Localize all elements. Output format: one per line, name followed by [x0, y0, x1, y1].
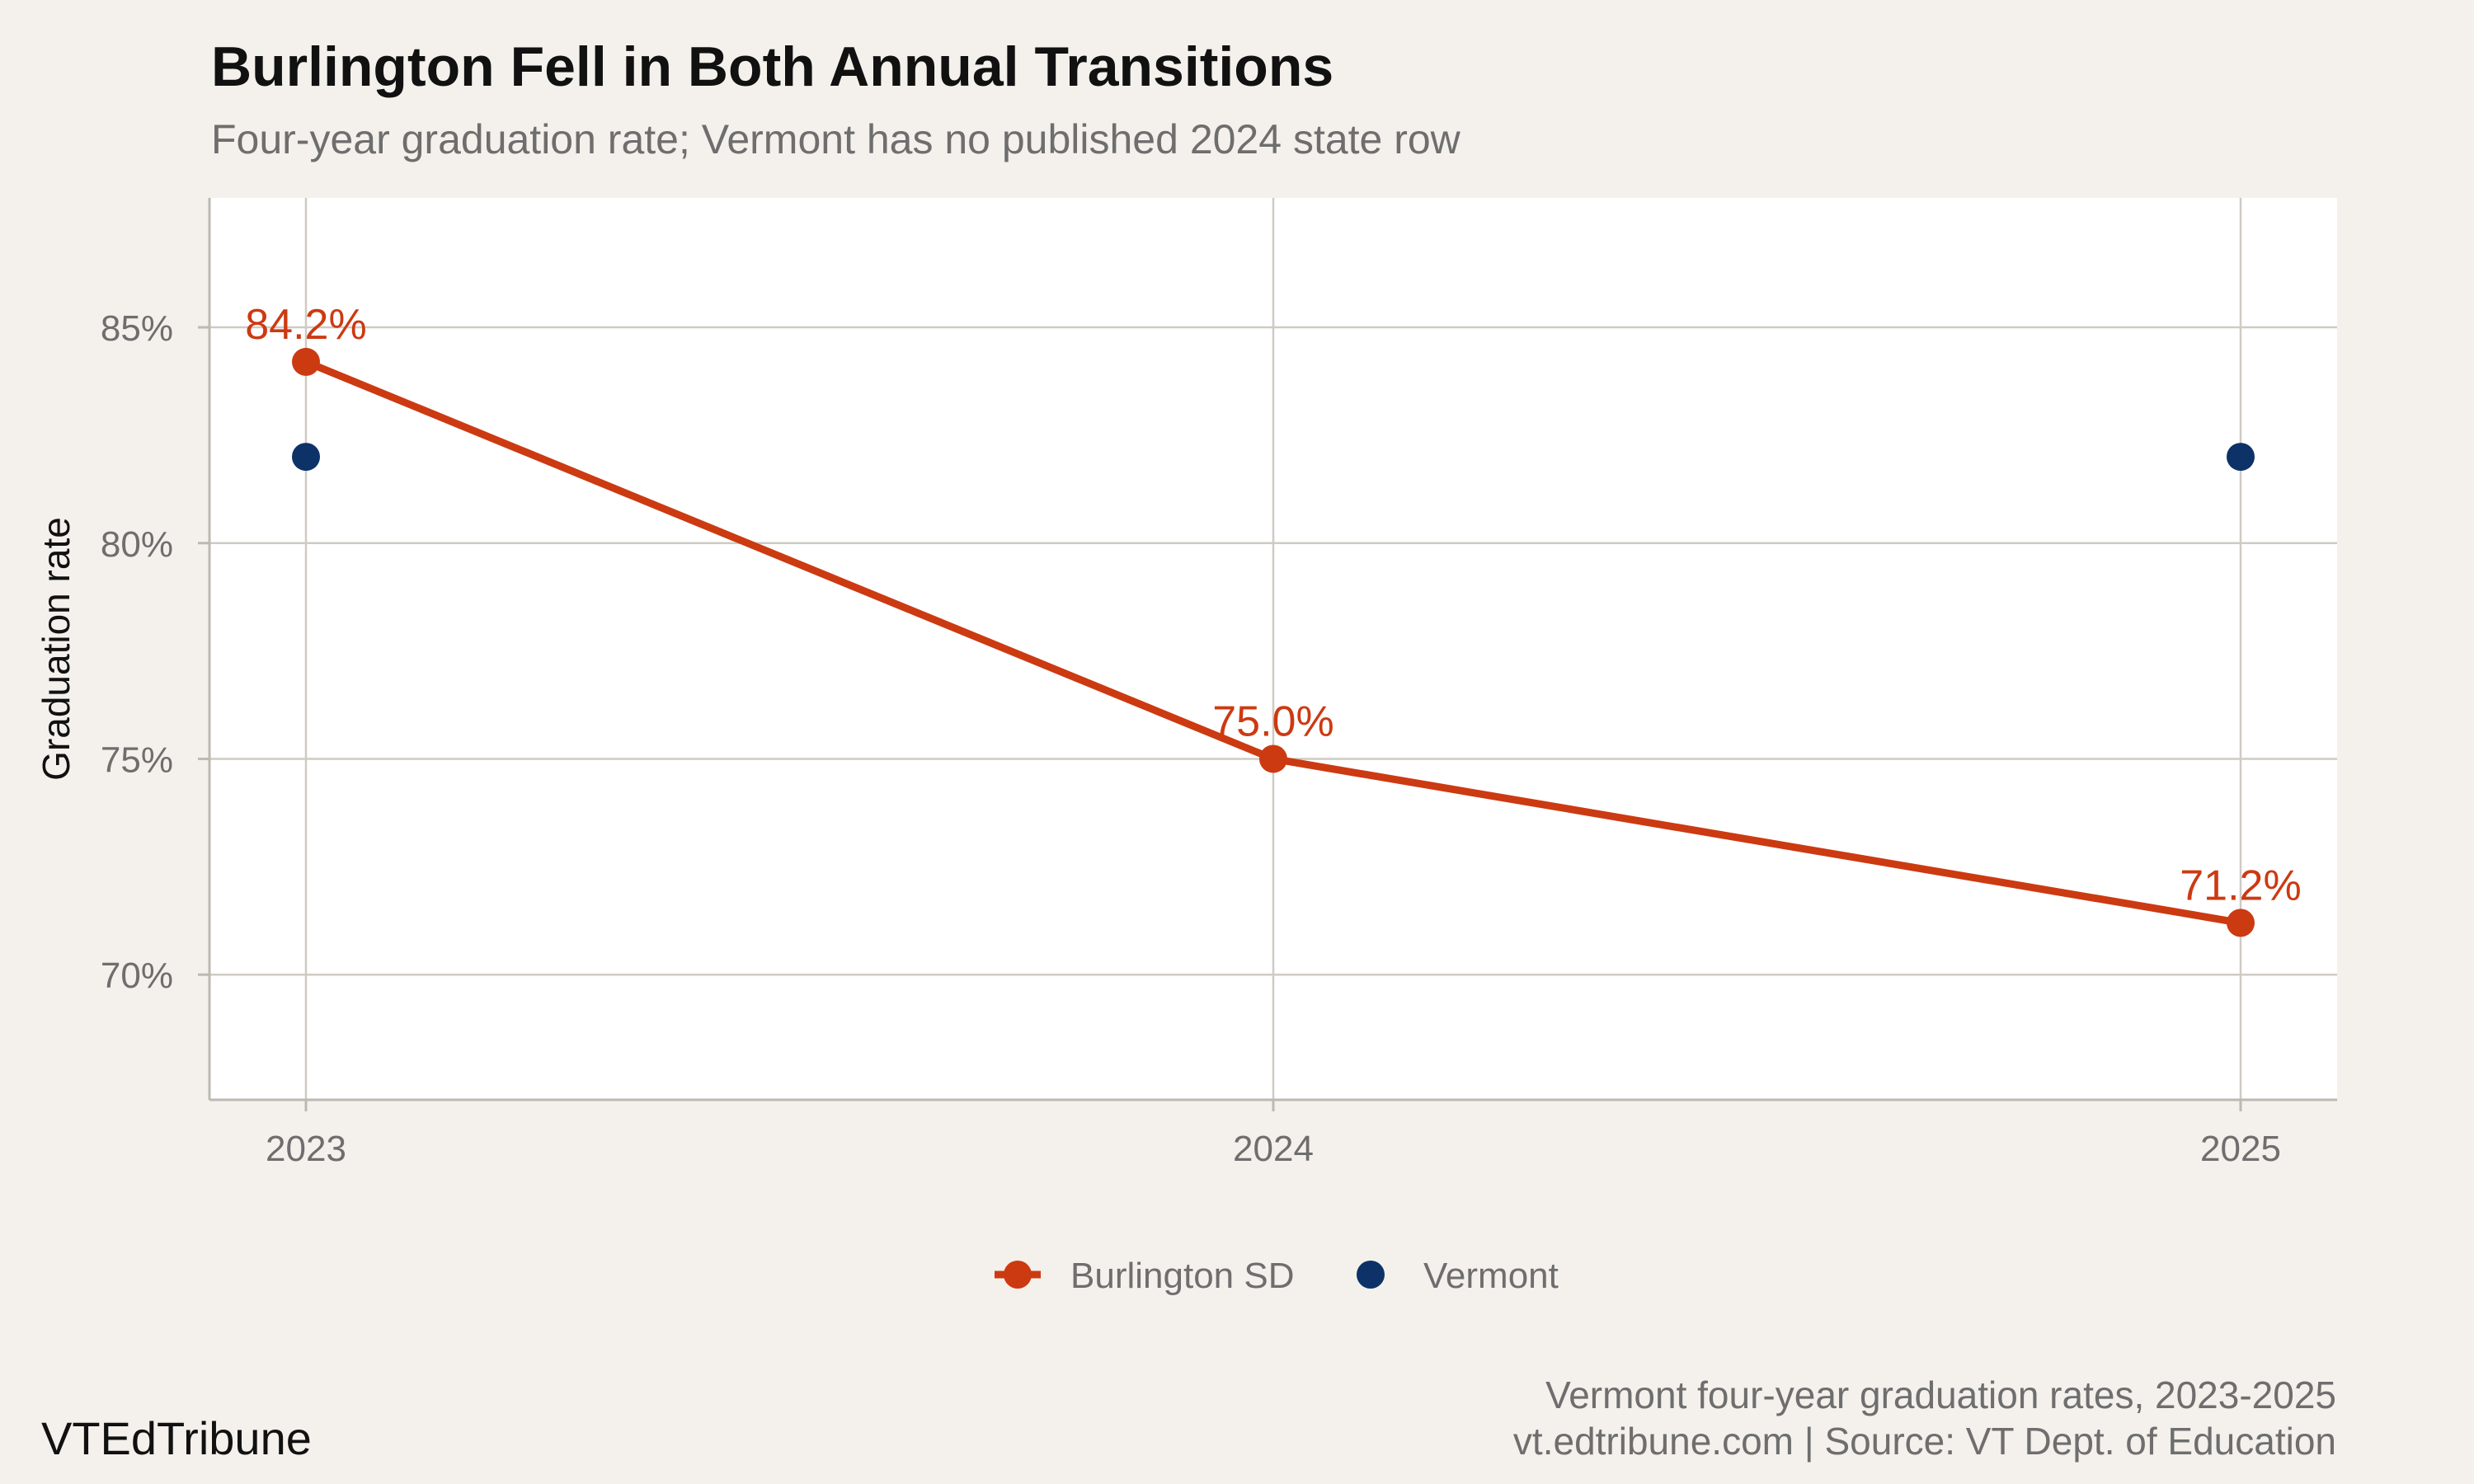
y-tick-label: 80%	[101, 524, 173, 565]
data-point-burlington-sd	[292, 347, 320, 376]
data-point-burlington-sd	[1259, 744, 1287, 773]
x-tick-label: 2024	[1233, 1129, 1314, 1169]
legend-label-burlington-sd: Burlington SD	[1070, 1256, 1294, 1296]
legend-key-point-burlington-sd	[1004, 1261, 1032, 1289]
data-label-burlington-sd: 75.0%	[1212, 697, 1333, 745]
brand-label: VTEdTribune	[41, 1412, 312, 1464]
x-tick-label: 2025	[2200, 1129, 2281, 1169]
chart-subtitle: Four-year graduation rate; Vermont has n…	[211, 116, 1460, 162]
data-label-burlington-sd: 84.2%	[245, 301, 366, 349]
caption-line-1: Vermont four-year graduation rates, 2023…	[1545, 1374, 2336, 1416]
y-tick-label: 85%	[101, 308, 173, 349]
data-point-vermont	[2227, 443, 2255, 472]
data-point-vermont	[292, 443, 320, 472]
y-axis-title: Graduation rate	[35, 517, 78, 781]
y-tick-label: 75%	[101, 740, 173, 780]
x-tick-label: 2023	[266, 1129, 346, 1169]
data-label-burlington-sd: 71.2%	[2180, 862, 2301, 909]
legend-label-vermont: Vermont	[1423, 1256, 1559, 1296]
chart-title: Burlington Fell in Both Annual Transitio…	[211, 35, 1334, 98]
data-point-burlington-sd	[2227, 909, 2255, 937]
source-caption: Vermont four-year graduation rates, 2023…	[1513, 1372, 2336, 1464]
caption-line-2: vt.edtribune.com | Source: VT Dept. of E…	[1512, 1420, 2336, 1463]
legend-key-point-vermont	[1357, 1261, 1385, 1289]
y-tick-label: 70%	[101, 956, 173, 996]
